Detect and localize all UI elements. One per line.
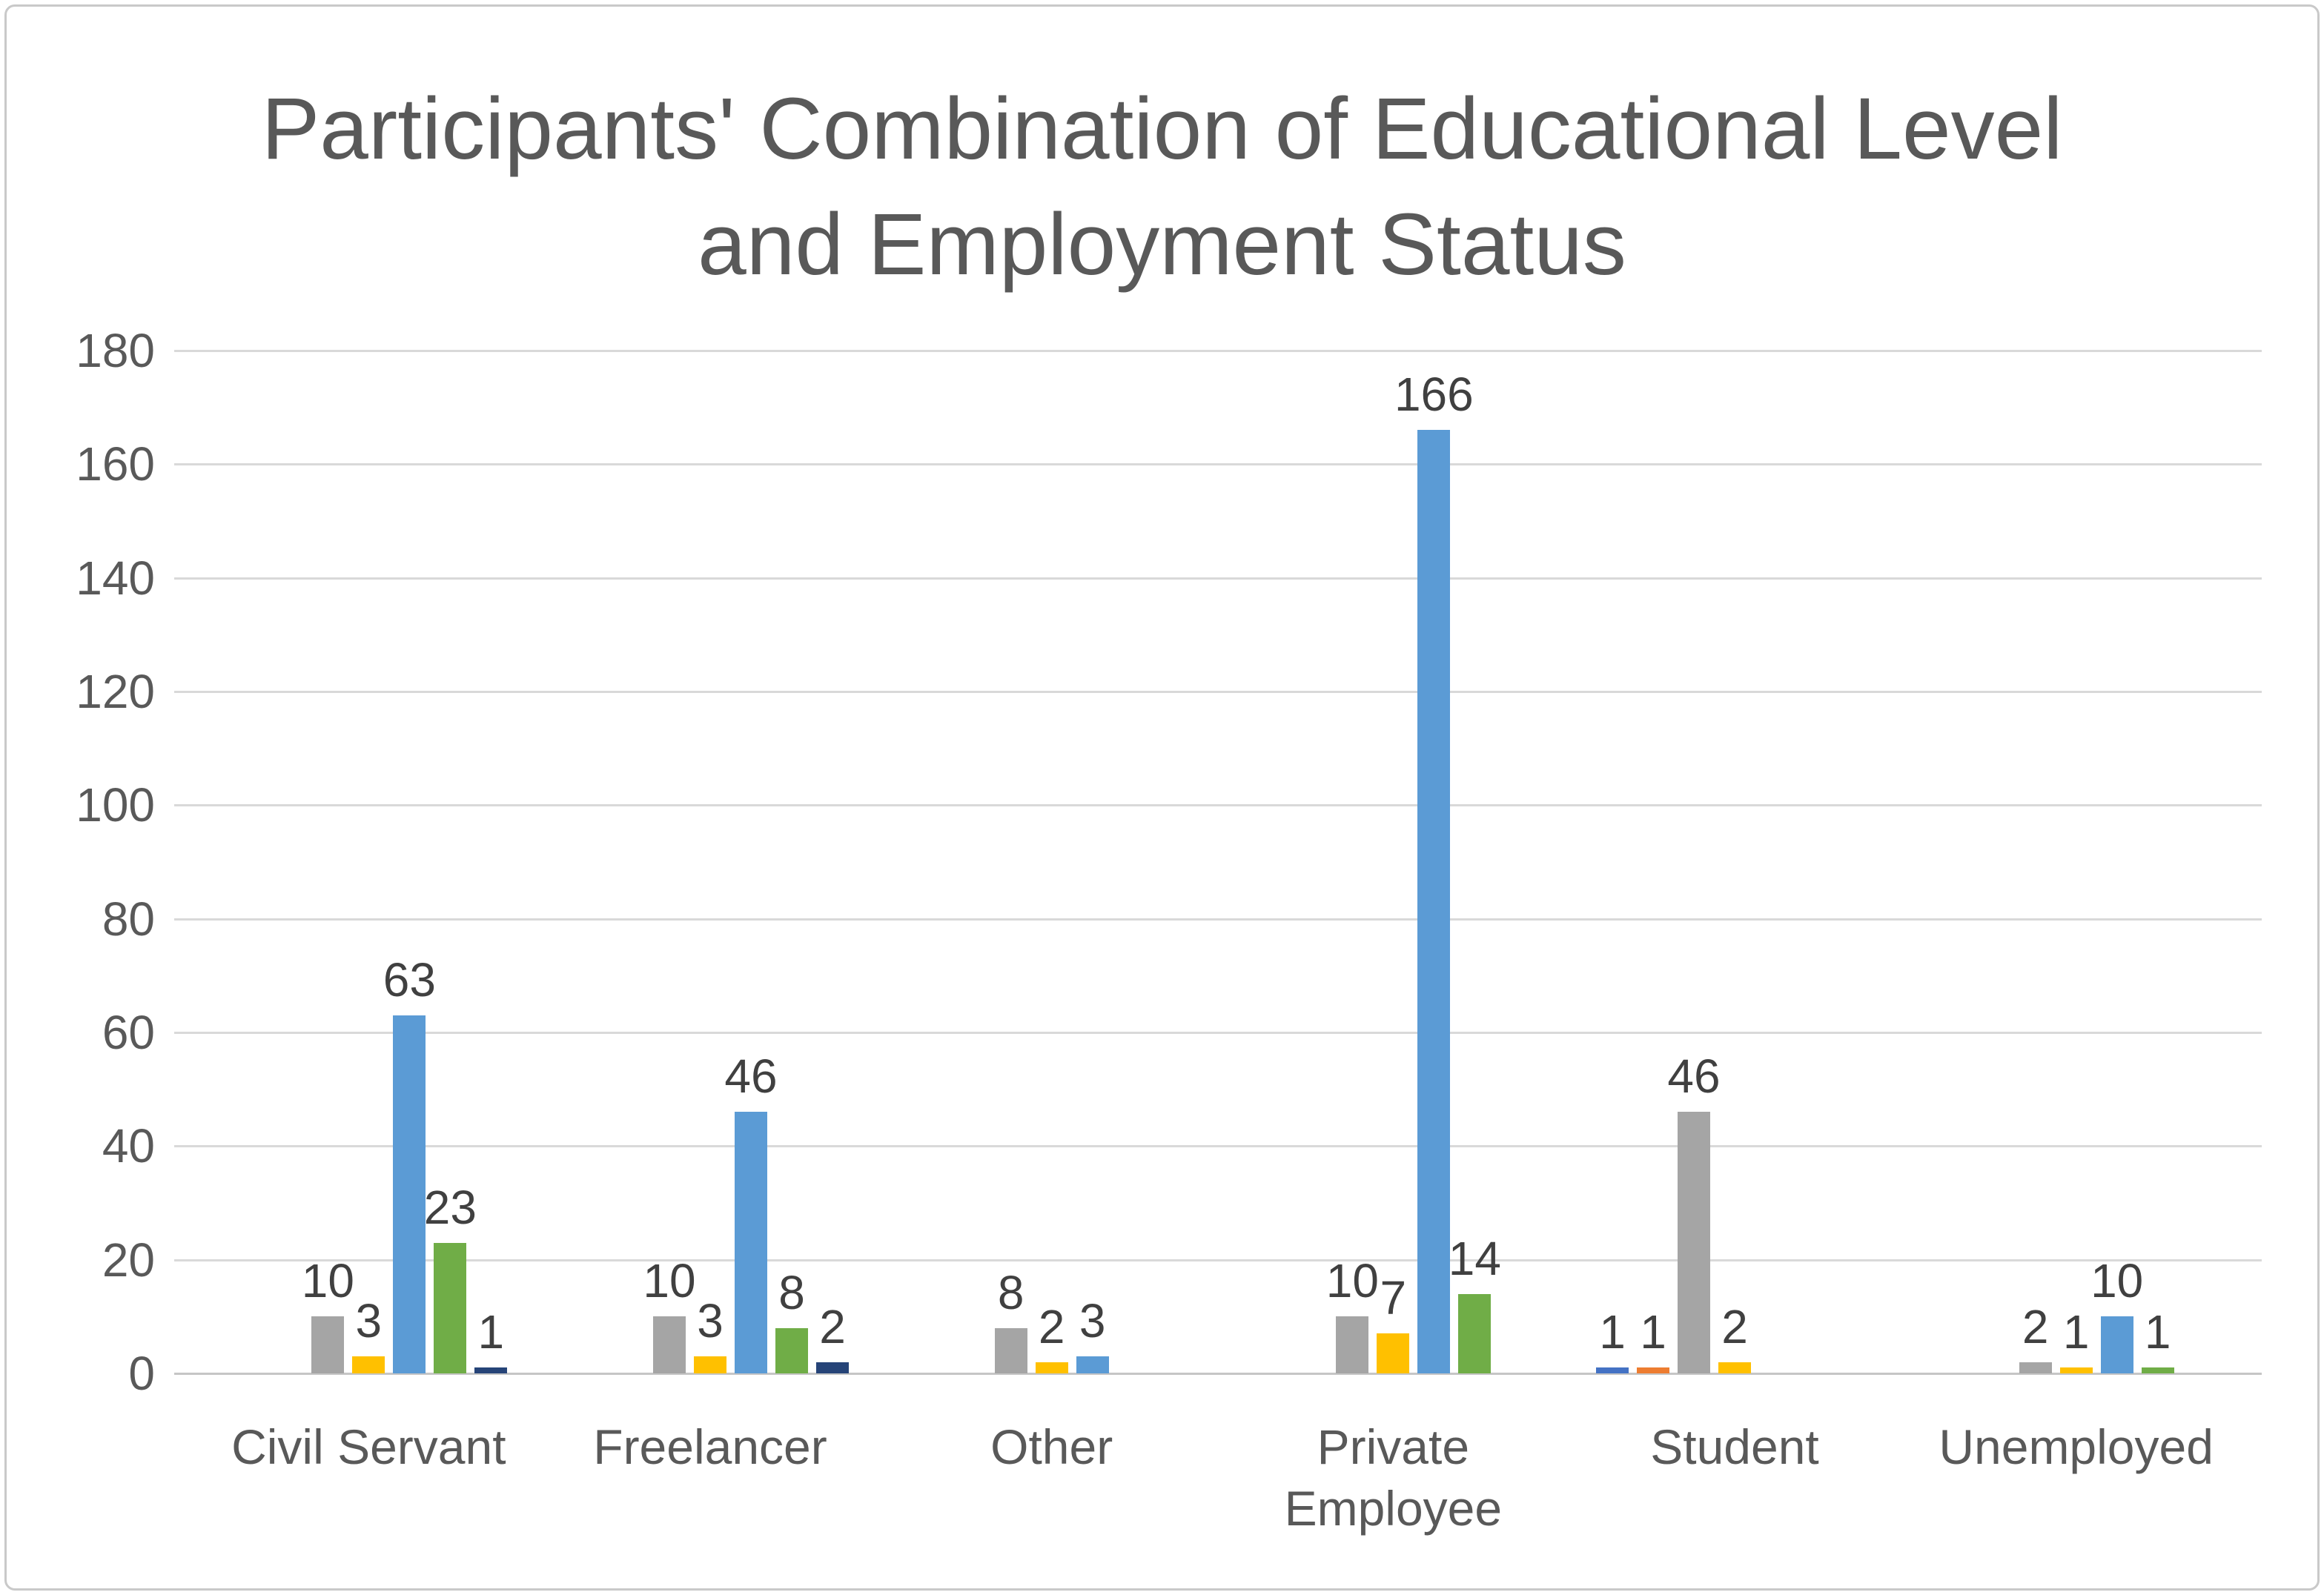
bar-data-label: 23	[423, 1180, 477, 1234]
bar-data-label: 10	[301, 1254, 354, 1308]
bar	[994, 1327, 1027, 1373]
y-tick-label: 180	[76, 324, 155, 377]
x-category-label: Private Employee	[1284, 1419, 1503, 1536]
bar	[1678, 1112, 1710, 1373]
gridline	[174, 918, 2262, 921]
bar-data-label: 1	[2062, 1305, 2090, 1359]
bar	[816, 1362, 849, 1373]
bar-data-label: 1	[1640, 1305, 1666, 1359]
bar	[311, 1316, 345, 1373]
y-tick-label: 40	[102, 1119, 155, 1173]
chart-frame: Participants' Combination of Educational…	[4, 4, 2320, 1591]
chart-title: Participants' Combination of Educational…	[7, 72, 2317, 303]
bar-data-label: 2	[2022, 1299, 2049, 1353]
gridline	[174, 691, 2262, 693]
x-category-label: Freelancer	[593, 1419, 827, 1474]
bar-data-label: 3	[1079, 1294, 1106, 1347]
bar	[352, 1356, 385, 1373]
bar-data-label: 46	[724, 1049, 778, 1104]
gridline	[174, 1145, 2262, 1148]
gridline	[174, 463, 2262, 466]
bar	[1596, 1367, 1629, 1373]
y-tick-label: 0	[128, 1347, 155, 1400]
y-tick-label: 160	[76, 437, 155, 491]
bar	[1336, 1316, 1369, 1373]
y-tick-label: 80	[102, 892, 155, 946]
bar	[694, 1356, 726, 1373]
x-category-label: Other	[990, 1419, 1113, 1474]
bar	[1377, 1333, 1410, 1373]
x-category-label: Student	[1650, 1419, 1819, 1474]
bar	[1417, 430, 1451, 1373]
x-axis-line	[174, 1373, 2262, 1375]
bar	[1458, 1293, 1492, 1373]
bar	[775, 1327, 808, 1373]
bar	[2059, 1367, 2093, 1373]
bar-data-label: 166	[1394, 368, 1474, 422]
chart-title-line2: and Employment Status	[698, 195, 1626, 294]
bar	[1637, 1367, 1669, 1373]
bar-data-label: 3	[697, 1294, 724, 1347]
bar	[1718, 1362, 1751, 1373]
y-tick-label: 140	[76, 551, 155, 605]
gridline	[174, 350, 2262, 352]
bar	[434, 1242, 467, 1373]
bar-data-label: 10	[1325, 1254, 1379, 1308]
bar-data-label: 8	[778, 1265, 805, 1319]
y-tick-label: 20	[102, 1233, 155, 1287]
bar-data-label: 3	[355, 1294, 383, 1347]
bar	[735, 1112, 767, 1373]
bar-data-label: 1	[2144, 1305, 2171, 1359]
gridline	[174, 1032, 2262, 1034]
bar	[474, 1367, 508, 1373]
bar-data-label: 1	[1599, 1305, 1626, 1359]
x-category-label: Civil Servant	[231, 1419, 506, 1474]
bar-data-label: 2	[1038, 1299, 1065, 1353]
bar-data-label: 8	[997, 1265, 1024, 1319]
bar-data-label: 2	[819, 1299, 846, 1353]
bar-data-label: 14	[1448, 1231, 1501, 1285]
bar-data-label: 63	[383, 953, 436, 1007]
bar-data-label: 7	[1380, 1271, 1407, 1325]
gridline	[174, 577, 2262, 580]
bar	[2019, 1362, 2052, 1373]
bar-data-label: 46	[1667, 1049, 1721, 1104]
bar-data-label: 2	[1721, 1299, 1748, 1353]
y-tick-label: 120	[76, 665, 155, 718]
chart-title-line1: Participants' Combination of Educational…	[261, 80, 2063, 178]
bar	[653, 1316, 686, 1373]
y-tick-label: 100	[76, 778, 155, 832]
bar	[1035, 1362, 1068, 1373]
bar-data-label: 10	[643, 1254, 696, 1308]
bar	[2100, 1316, 2133, 1373]
gridline	[174, 804, 2262, 807]
bar-data-label: 10	[2090, 1254, 2144, 1308]
y-tick-label: 60	[102, 1006, 155, 1059]
gridline	[174, 1259, 2262, 1261]
x-category-label: Unemployed	[1939, 1419, 2214, 1474]
bar	[1076, 1356, 1109, 1373]
bar	[393, 1015, 426, 1373]
bar	[2141, 1367, 2174, 1373]
bar-data-label: 1	[477, 1305, 505, 1359]
